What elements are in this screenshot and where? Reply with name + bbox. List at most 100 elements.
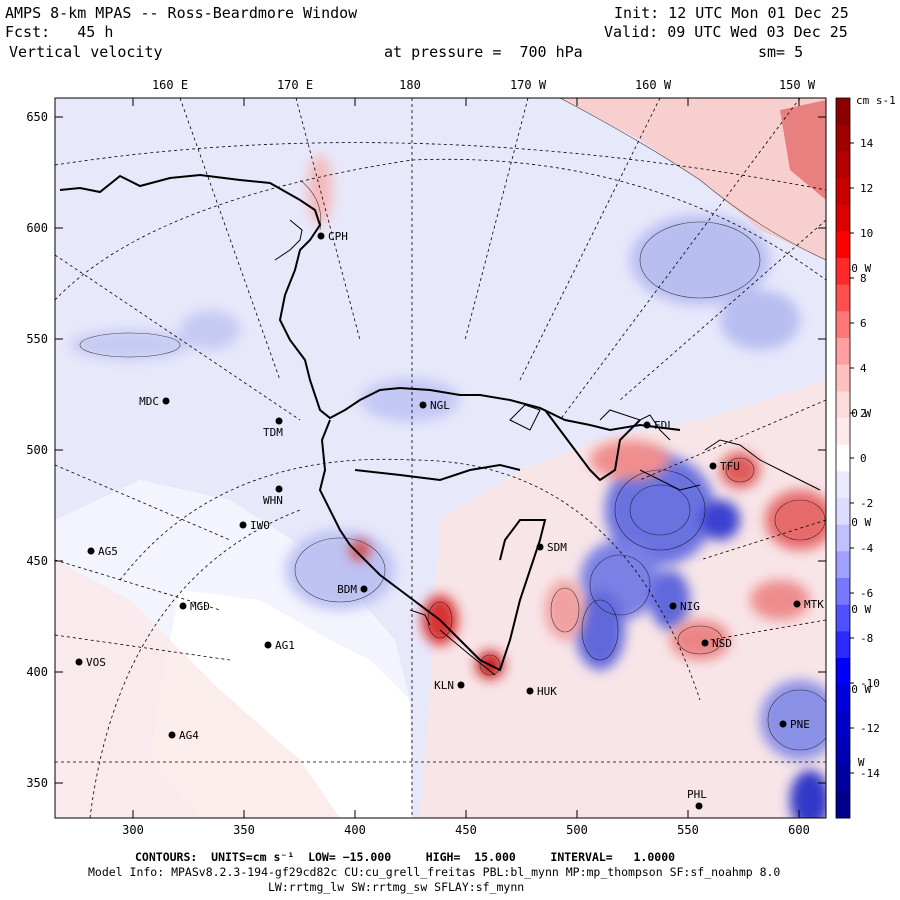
colorbar-tick-label: -14 — [860, 767, 880, 780]
station-fdl: FDL — [643, 419, 674, 432]
station-dot — [526, 687, 534, 695]
station-markers: CPH MDC TDM NGL WHN IWO AG5 SDM BDM MGD AG1 VOS KLN H… — [75, 230, 824, 810]
station-nsd: NSD — [701, 637, 732, 650]
station-vos: VOS — [75, 656, 106, 669]
smoothing: sm= 5 — [758, 43, 804, 61]
y-tick-label: 650 — [26, 110, 48, 124]
colorbar-tick-label: -8 — [860, 632, 873, 645]
station-ag5: AG5 — [87, 545, 118, 558]
colorbar-swatch — [836, 418, 850, 446]
model-info-line2: LW:rrtmg_lw SW:rrtmg_sw SFLAY:sf_mynn — [268, 880, 525, 894]
colorbar-swatch — [836, 391, 850, 419]
station-dot — [779, 720, 787, 728]
field-blue-patches — [70, 215, 826, 818]
colorbar-swatch — [836, 98, 850, 126]
colorbar-tick-label: 8 — [860, 272, 867, 285]
station-nig: NIG — [669, 600, 700, 613]
station-label: FDL — [654, 419, 674, 432]
grounding-line — [274, 219, 821, 676]
colorbar-swatch — [836, 231, 850, 259]
colorbar-swatch — [836, 364, 850, 392]
station-dot — [264, 641, 272, 649]
colorbar-tick-label: 10 — [860, 227, 873, 240]
colorbar-unit: cm s-1 — [856, 94, 896, 107]
x-tick-label: 450 — [455, 823, 477, 837]
lon-top-label: 160 W — [635, 78, 672, 92]
station-sdm: SDM — [536, 541, 567, 554]
colorbar-tick-label: 12 — [860, 182, 873, 195]
colorbar-swatch — [836, 471, 850, 499]
station-label: KLN — [434, 679, 454, 692]
x-tick-label: 600 — [788, 823, 810, 837]
coastline — [59, 173, 681, 672]
colorbar-swatch — [836, 204, 850, 232]
colorbar-tick-label: 6 — [860, 317, 867, 330]
station-mtk: MTK — [793, 598, 824, 611]
colorbar-tick-label: -12 — [860, 722, 880, 735]
y-tick-label: 350 — [26, 776, 48, 790]
station-label: AG1 — [275, 639, 295, 652]
station-huk: HUK — [526, 685, 557, 698]
colorbar-tick-label: 0 — [860, 452, 867, 465]
y-tick-label: 600 — [26, 221, 48, 235]
station-label: MDC — [139, 395, 159, 408]
colorbar-swatch — [836, 551, 850, 579]
y-tick-label: 400 — [26, 665, 48, 679]
station-dot — [669, 602, 677, 610]
station-label: WHN — [263, 494, 283, 507]
station-dot — [87, 547, 95, 555]
station-dot — [317, 232, 325, 240]
lon-top-label: 170 E — [277, 78, 313, 92]
station-label: AG4 — [179, 729, 199, 742]
colorbar-tick-label: 14 — [860, 137, 874, 150]
colorbar-swatch — [836, 524, 850, 552]
station-label: BDM — [337, 583, 357, 596]
station-label: PNE — [790, 718, 810, 731]
colorbar-swatch — [836, 311, 850, 339]
station-label: TFU — [720, 460, 740, 473]
station-label: CPH — [328, 230, 348, 243]
station-label: NSD — [712, 637, 732, 650]
station-whn: WHN — [263, 485, 283, 507]
station-pne: PNE — [779, 718, 810, 731]
station-dot — [643, 421, 651, 429]
colorbar-swatch — [836, 178, 850, 206]
station-label: NGL — [430, 399, 450, 412]
colorbar-swatch — [836, 258, 850, 286]
lon-top-label: 150 W — [779, 78, 816, 92]
station-iwo: IWO — [239, 519, 270, 532]
station-dot — [275, 485, 283, 493]
station-ag1: AG1 — [264, 639, 295, 652]
colorbar-tick-label: 4 — [860, 362, 867, 375]
map-field — [55, 98, 826, 818]
station-dot — [179, 602, 187, 610]
x-tick-label: 300 — [122, 823, 144, 837]
map-frame — [54, 97, 827, 819]
colorbar-swatch — [836, 658, 850, 686]
colorbar-swatch — [836, 764, 850, 792]
colorbar-swatch — [836, 791, 850, 819]
station-phl: PHL — [687, 788, 707, 810]
station-tfu: TFU — [709, 460, 740, 473]
station-dot — [419, 401, 427, 409]
contour-info: CONTOURS: UNITS=cm s⁻¹ LOW= −15.000 HIGH… — [135, 850, 676, 864]
station-ag4: AG4 — [168, 729, 199, 742]
station-label: AG5 — [98, 545, 118, 558]
station-label: MGD — [190, 600, 210, 613]
station-label: MTK — [804, 598, 824, 611]
station-label: NIG — [680, 600, 700, 613]
colorbar-tick-label: -10 — [860, 677, 880, 690]
graticule — [55, 98, 826, 818]
colorbar-swatch — [836, 124, 850, 152]
map-title: AMPS 8-km MPAS -- Ross-Beardmore Window — [5, 4, 358, 22]
lon-top-label: 170 W — [510, 78, 547, 92]
x-tick-label: 350 — [233, 823, 255, 837]
station-dot — [75, 658, 83, 666]
colorbar-tick-label: -2 — [860, 497, 873, 510]
station-dot — [709, 462, 717, 470]
station-tdm: TDM — [263, 417, 283, 439]
colorbar-swatch — [836, 338, 850, 366]
valid-time: Valid: 09 UTC Wed 03 Dec 25 — [604, 23, 848, 41]
y-tick-label: 450 — [26, 554, 48, 568]
station-label: VOS — [86, 656, 106, 669]
